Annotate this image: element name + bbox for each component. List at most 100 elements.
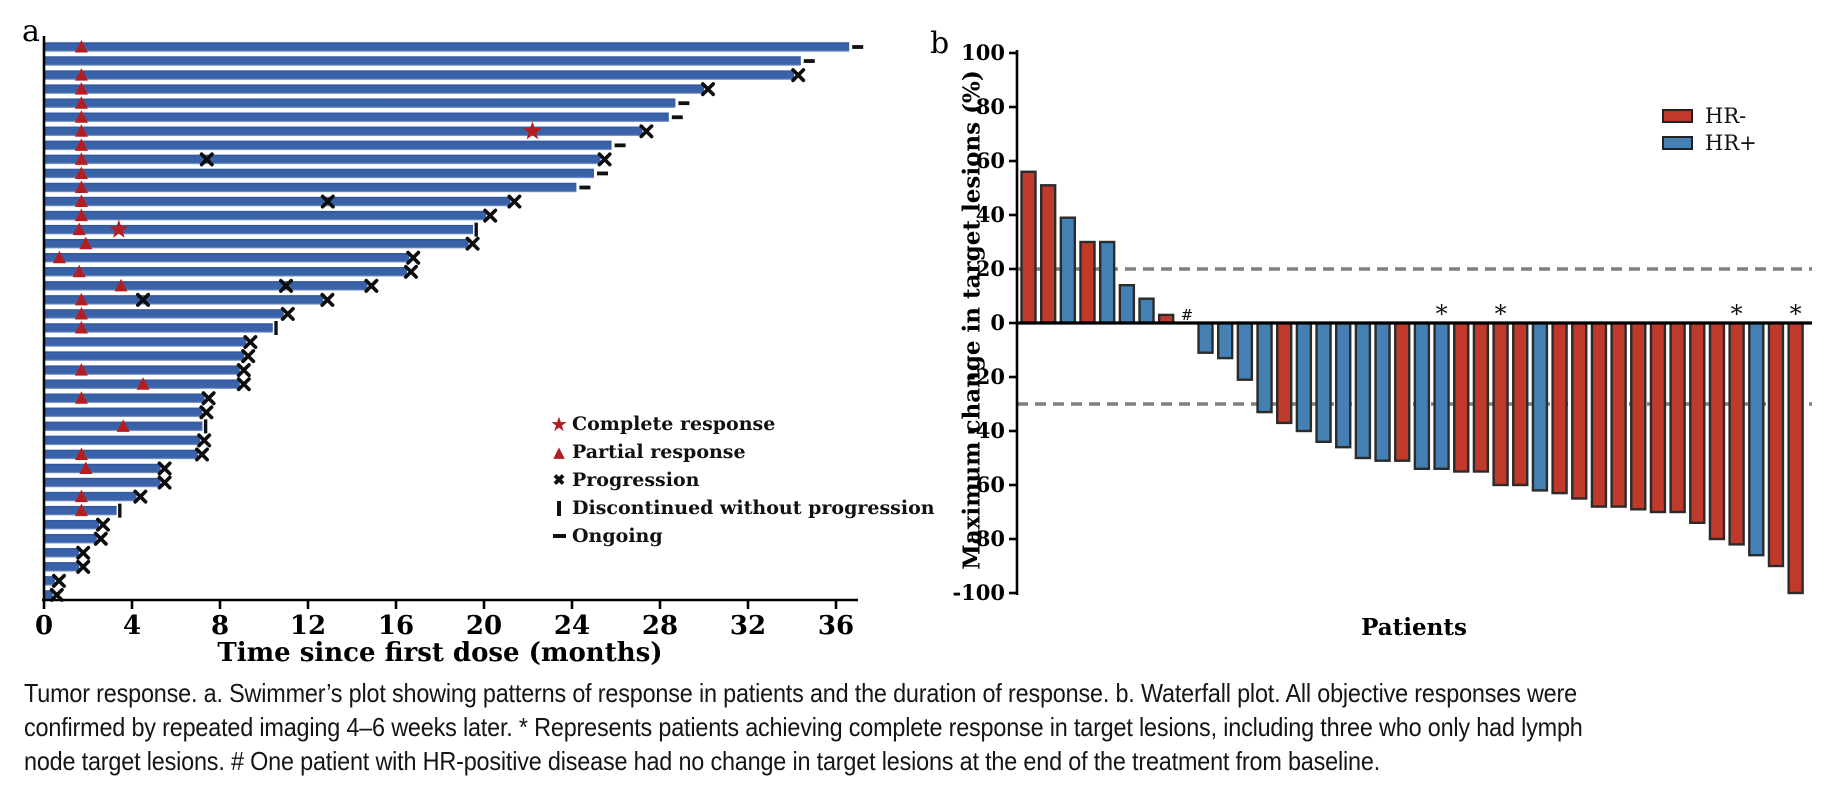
swimmer-bar bbox=[44, 548, 80, 558]
progression-x-icon bbox=[483, 208, 498, 223]
waterfall-bar bbox=[1708, 321, 1726, 541]
y-axis-tick-label: 40 bbox=[976, 202, 1005, 227]
partial-response-triangle-icon bbox=[74, 391, 88, 404]
waterfall-bar bbox=[1098, 240, 1116, 325]
progression-x-icon bbox=[195, 447, 209, 462]
progression-x-icon bbox=[76, 545, 91, 560]
swimmer-bar bbox=[44, 534, 97, 544]
waterfall-bar bbox=[1138, 297, 1155, 325]
legend-label: Complete response bbox=[572, 413, 776, 435]
progression-x-icon bbox=[320, 194, 335, 209]
waterfall-legend: HR- HR+ bbox=[1662, 102, 1757, 156]
waterfall-bar bbox=[1787, 321, 1804, 595]
swimmer-bar bbox=[44, 449, 198, 460]
discontinued-tick-icon bbox=[118, 503, 122, 518]
legend-item-hr-positive: HR+ bbox=[1662, 129, 1757, 156]
progression-x-icon bbox=[197, 433, 212, 448]
waterfall-plot: # * * * * 100 80 60 40 20 0 -20 -40 -60 -80 -100 bbox=[952, 40, 1812, 605]
progression-x-icon bbox=[236, 377, 251, 392]
waterfall-bar bbox=[1512, 321, 1529, 487]
partial-response-triangle-icon bbox=[79, 236, 93, 250]
partial-response-triangle-icon bbox=[74, 124, 88, 137]
waterfall-y-axis-title: Maximum change in target lesions (%) bbox=[958, 70, 986, 570]
waterfall-bar bbox=[1433, 321, 1450, 471]
y-axis-tick-label: 60 bbox=[976, 148, 1005, 173]
swimmer-bar bbox=[44, 309, 284, 319]
waterfall-bar bbox=[1531, 321, 1549, 492]
progression-x-icon bbox=[320, 292, 335, 307]
legend-item-progression: ✖ Progression bbox=[546, 466, 935, 494]
partial-response-triangle-icon bbox=[72, 222, 86, 236]
progression-x-icon bbox=[236, 363, 251, 378]
legend-label: Ongoing bbox=[572, 525, 663, 547]
swimmer-bar bbox=[44, 281, 368, 291]
y-axis-tick-label: -100 bbox=[952, 580, 1005, 605]
progression-x-icon bbox=[364, 278, 379, 293]
progression-x-icon bbox=[700, 82, 716, 97]
swimmer-bar bbox=[44, 463, 161, 474]
waterfall-bar bbox=[1197, 321, 1214, 354]
waterfall-bar bbox=[1472, 321, 1490, 473]
swimmer-bar bbox=[44, 238, 469, 249]
panel-a-label: a bbox=[22, 14, 40, 49]
legend-label: Partial response bbox=[572, 441, 746, 463]
swimmer-bar bbox=[44, 168, 594, 179]
triangle-icon: ▲ bbox=[553, 442, 565, 461]
x-axis-tick-label: 36 bbox=[818, 611, 854, 641]
swimmer-bar bbox=[44, 224, 473, 235]
progression-x-icon bbox=[201, 391, 216, 406]
waterfall-bar bbox=[1217, 321, 1234, 360]
partial-response-triangle-icon bbox=[74, 194, 88, 208]
complete-response-star-icon bbox=[522, 121, 542, 140]
hr-positive-swatch-icon bbox=[1662, 135, 1693, 150]
waterfall-bar bbox=[1118, 284, 1136, 325]
waterfall-bar bbox=[1374, 321, 1391, 462]
legend-item-hr-negative: HR- bbox=[1662, 102, 1757, 129]
progression-x-icon bbox=[597, 152, 612, 167]
swimmer-bar bbox=[44, 126, 643, 137]
progression-x-icon bbox=[93, 531, 108, 546]
progression-x-icon bbox=[51, 573, 66, 588]
swimmer-bar bbox=[44, 365, 240, 375]
waterfall-bar bbox=[1354, 321, 1372, 460]
y-axis-tick-label: 20 bbox=[976, 256, 1005, 281]
legend-label: HR+ bbox=[1705, 130, 1757, 155]
swimmer-bar bbox=[44, 182, 577, 193]
x-axis-tick-label: 24 bbox=[554, 611, 590, 641]
partial-response-triangle-icon bbox=[74, 292, 88, 306]
waterfall-bar bbox=[1059, 216, 1077, 325]
progression-x-icon bbox=[199, 405, 214, 420]
swimmer-bar bbox=[44, 477, 161, 488]
partial-response-triangle-icon bbox=[74, 152, 88, 165]
swimmer-bar bbox=[44, 295, 324, 305]
waterfall-bar bbox=[1394, 321, 1411, 462]
star-icon: ★ bbox=[550, 412, 568, 436]
progression-x-icon bbox=[133, 489, 148, 504]
waterfall-bar bbox=[1649, 321, 1667, 514]
progression-x-icon bbox=[465, 236, 480, 251]
partial-response-triangle-icon bbox=[74, 166, 88, 179]
panel-b-label: b bbox=[930, 26, 950, 61]
ongoing-dash-icon bbox=[614, 143, 626, 148]
progression-x-icon bbox=[639, 124, 654, 139]
legend-item-partial-response: ▲ Partial response bbox=[546, 438, 935, 466]
progression-x-icon bbox=[791, 68, 806, 83]
ongoing-dash-icon bbox=[579, 185, 591, 190]
swimmer-bar bbox=[44, 337, 247, 347]
swimmer-bar bbox=[44, 519, 99, 530]
swimmer-bar bbox=[44, 267, 407, 277]
swimmer-plot: 0 4 8 12 16 20 24 28 32 36 bbox=[35, 36, 864, 641]
swimmer-bar bbox=[44, 98, 676, 108]
x-axis-tick-label: 32 bbox=[730, 611, 766, 641]
swimmer-bar bbox=[44, 112, 669, 122]
caption-line: node target lesions. # One patient with … bbox=[24, 746, 1381, 776]
waterfall-bar bbox=[1295, 321, 1313, 433]
waterfall-bar bbox=[1669, 321, 1686, 514]
y-axis-tick-label: -40 bbox=[967, 418, 1005, 443]
partial-response-triangle-icon bbox=[74, 447, 88, 460]
waterfall-bar bbox=[1335, 321, 1352, 449]
legend-item-complete-response: ★ Complete response bbox=[546, 410, 935, 438]
swimmer-bar bbox=[44, 323, 273, 333]
partial-response-triangle-icon bbox=[72, 264, 86, 278]
